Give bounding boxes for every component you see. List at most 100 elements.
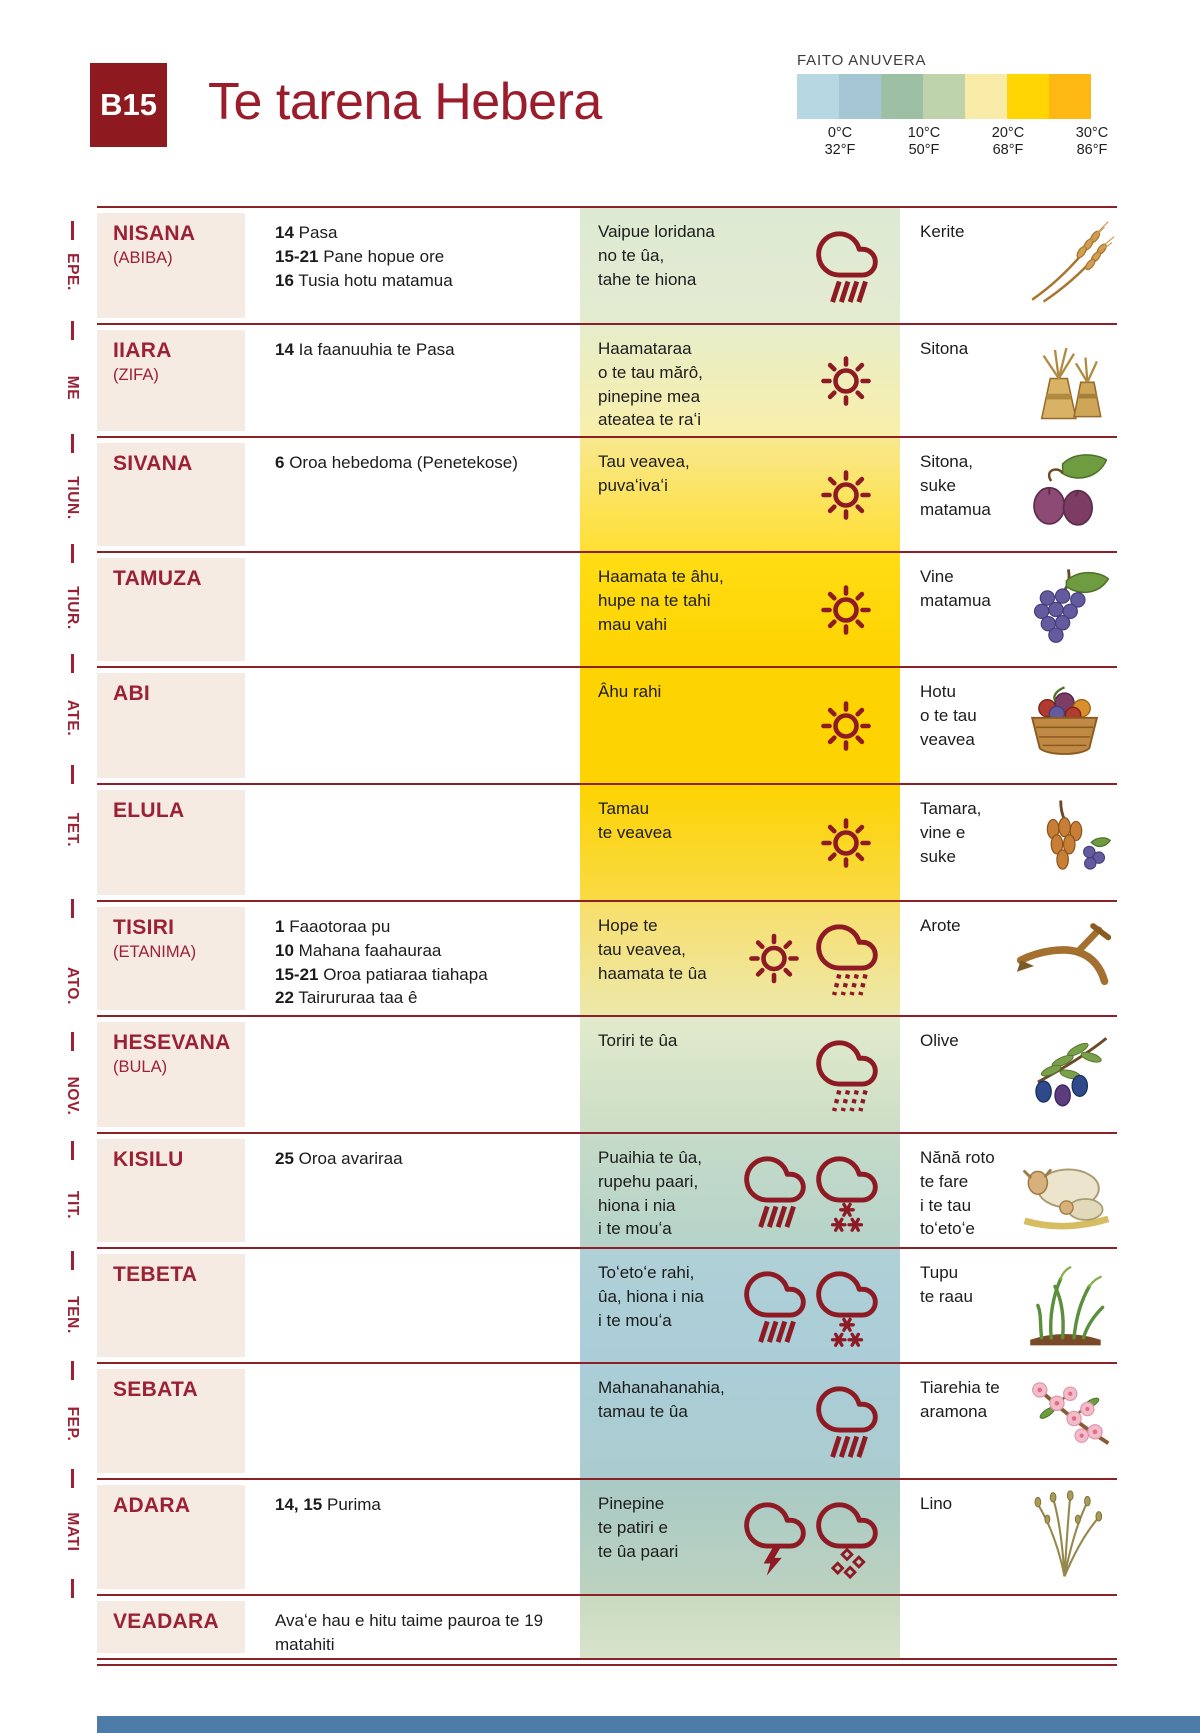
sun-icon — [814, 811, 878, 875]
crop-label: Olive — [920, 1031, 959, 1050]
events-cell — [245, 1249, 580, 1362]
events-cell: Avaʻe hau e hitu taime pauroa te 19 mata… — [245, 1596, 580, 1658]
event-text: Pasa — [298, 223, 338, 242]
sun-icon — [742, 927, 806, 991]
events-cell — [245, 1017, 580, 1132]
gregorian-month-me: ME — [64, 375, 81, 401]
legend-scale-label: 30°C 86°F — [1076, 125, 1108, 160]
events-cell: 14, 15 Purima — [245, 1480, 580, 1594]
crop-label: Lino — [920, 1494, 953, 1513]
crop-cell: Olive — [900, 1017, 1117, 1132]
weather-description: Toriri te ûa — [598, 1031, 678, 1050]
hebrew-month-cell: VEADARA — [97, 1596, 245, 1658]
rain-icon — [744, 1148, 806, 1233]
event: 15-21 Oroa patiaraa tiahapa — [275, 963, 572, 987]
row-hesevana: HESEVANA (BULA) Toriri te ûa Olive — [97, 1015, 1117, 1132]
event: 15-21 Pane hopue ore — [275, 245, 572, 269]
hebrew-month-name: HESEVANA — [113, 1031, 231, 1054]
event-date: 14 — [275, 340, 294, 359]
sprout-illustration — [1015, 1259, 1115, 1352]
weather-icons — [744, 1263, 878, 1348]
gregorian-tick — [71, 899, 74, 918]
row-abi: ABI Âhu rahi Hotu o te tau veavea — [97, 666, 1117, 783]
almond-illustration — [1015, 1375, 1115, 1468]
legend-swatches — [797, 74, 1091, 119]
weather-description: Haamata te âhu, hupe na te tahi mau vahi — [598, 567, 724, 634]
rain-icon — [744, 1263, 806, 1348]
hebrew-month-name: TAMUZA — [113, 567, 202, 590]
sun-icon — [814, 694, 878, 758]
event-date: 14 — [275, 223, 294, 242]
dates-illustration — [1015, 796, 1115, 889]
hebrew-month-cell: SIVANA — [97, 438, 245, 551]
row-veadara: VEADARA Avaʻe hau e hitu taime pauroa te… — [97, 1594, 1117, 1658]
hebrew-month-inner: TEBETA — [97, 1254, 245, 1357]
celsius-label: 0°C — [827, 125, 853, 141]
hebrew-month-inner: IIARA (ZIFA) — [97, 330, 245, 431]
fahrenheit-label: 50°F — [908, 142, 940, 159]
hebrew-month-inner: SEBATA — [97, 1369, 245, 1473]
crop-label: Hotu o te tau veavea — [920, 682, 977, 749]
event-text: Oroa avariraa — [298, 1149, 403, 1168]
hebrew-month-inner: VEADARA — [97, 1601, 245, 1653]
hebrew-month-inner: KISILU — [97, 1139, 245, 1242]
hebrew-month-inner: ELULA — [97, 790, 245, 895]
event: 16 Tusia hotu matamua — [275, 269, 572, 293]
hebrew-month-cell: ELULA — [97, 785, 245, 900]
event-text: Pane hopue ore — [323, 246, 445, 266]
gregorian-month-tiun: TIUN. — [64, 476, 81, 520]
gregorian-tick — [71, 1251, 74, 1270]
event-date: 22 — [275, 988, 294, 1008]
event: 14 Pasa — [275, 221, 572, 245]
hebrew-month-cell: TISIRI (ETANIMA) — [97, 902, 245, 1015]
rain-icon — [816, 1379, 878, 1464]
crop-cell: Lino — [900, 1480, 1117, 1594]
figs-illustration — [1015, 448, 1115, 541]
event-text: Purima — [327, 1495, 381, 1514]
gregorian-month-tiur: TIUR. — [64, 586, 81, 630]
gregorian-month-fep: FEP. — [64, 1406, 81, 1442]
legend-scale-label: 0°C 32°F — [825, 125, 856, 160]
weather-description: Toʻetoʻe rahi, ûa, hiona i nia i te mouʻ… — [598, 1263, 704, 1330]
hebrew-month-inner: NISANA (ABIBA) — [97, 213, 245, 318]
row-adara: ADARA 14, 15 Purima Pinepine te patiri e… — [97, 1478, 1117, 1594]
legend-scale-label: 20°C 68°F — [992, 125, 1024, 160]
snow-icon — [816, 1263, 878, 1348]
hebrew-month-name: TISIRI — [113, 916, 175, 939]
event: 22 Tairururaa taa ê — [275, 986, 572, 1010]
row-nisana: NISANA (ABIBA) 14 Pasa 15-21 Pane hopue o… — [97, 206, 1117, 323]
barley-illustration — [1015, 219, 1115, 312]
weather-description: Puaihia te ûa, rupehu paari, hiona i nia… — [598, 1148, 702, 1239]
weather-icons — [816, 1379, 878, 1464]
sheaf-illustration — [1015, 334, 1115, 427]
crop-label: Nănă roto te fare i te tau toʻetoʻe — [920, 1148, 995, 1239]
fahrenheit-label: 32°F — [824, 142, 856, 159]
event: 1 Faaotoraa pu — [275, 915, 572, 939]
hebrew-month-name: NISANA — [113, 222, 196, 245]
weather-icons — [742, 916, 878, 1001]
gregorian-tick — [71, 1141, 74, 1160]
weather-cell: Âhu rahi — [580, 668, 900, 783]
event-date: 1 — [275, 917, 285, 936]
weather-cell: Puaihia te ûa, rupehu paari, hiona i nia… — [580, 1134, 900, 1247]
crop-label: Sitona, suke matamua — [920, 452, 991, 519]
hebrew-month-altname: (ETANIMA) — [113, 943, 197, 961]
weather-icons — [814, 463, 878, 527]
event: 14, 15 Purima — [275, 1493, 572, 1517]
hebrew-month-name: SEBATA — [113, 1378, 199, 1401]
hebrew-month-cell: KISILU — [97, 1134, 245, 1247]
weather-cell: Toʻetoʻe rahi, ûa, hiona i nia i te mouʻ… — [580, 1249, 900, 1362]
event: Avaʻe hau e hitu taime pauroa te 19 mata… — [275, 1609, 572, 1657]
gregorian-tick — [71, 321, 74, 340]
weather-icons — [816, 223, 878, 308]
sun-icon — [814, 463, 878, 527]
olive-illustration — [1015, 1028, 1115, 1121]
basket-illustration — [1015, 679, 1115, 772]
rain-icon — [816, 223, 878, 308]
hebrew-month-inner: HESEVANA (BULA) — [97, 1022, 245, 1127]
hebrew-month-cell: SEBATA — [97, 1364, 245, 1478]
event: 14 Ia faanuuhia te Pasa — [275, 338, 572, 362]
row-elula: ELULA Tamau te veavea Tamara, vine e suk… — [97, 783, 1117, 900]
legend-swatch-1 — [839, 74, 881, 119]
hebrew-month-cell: ABI — [97, 668, 245, 783]
